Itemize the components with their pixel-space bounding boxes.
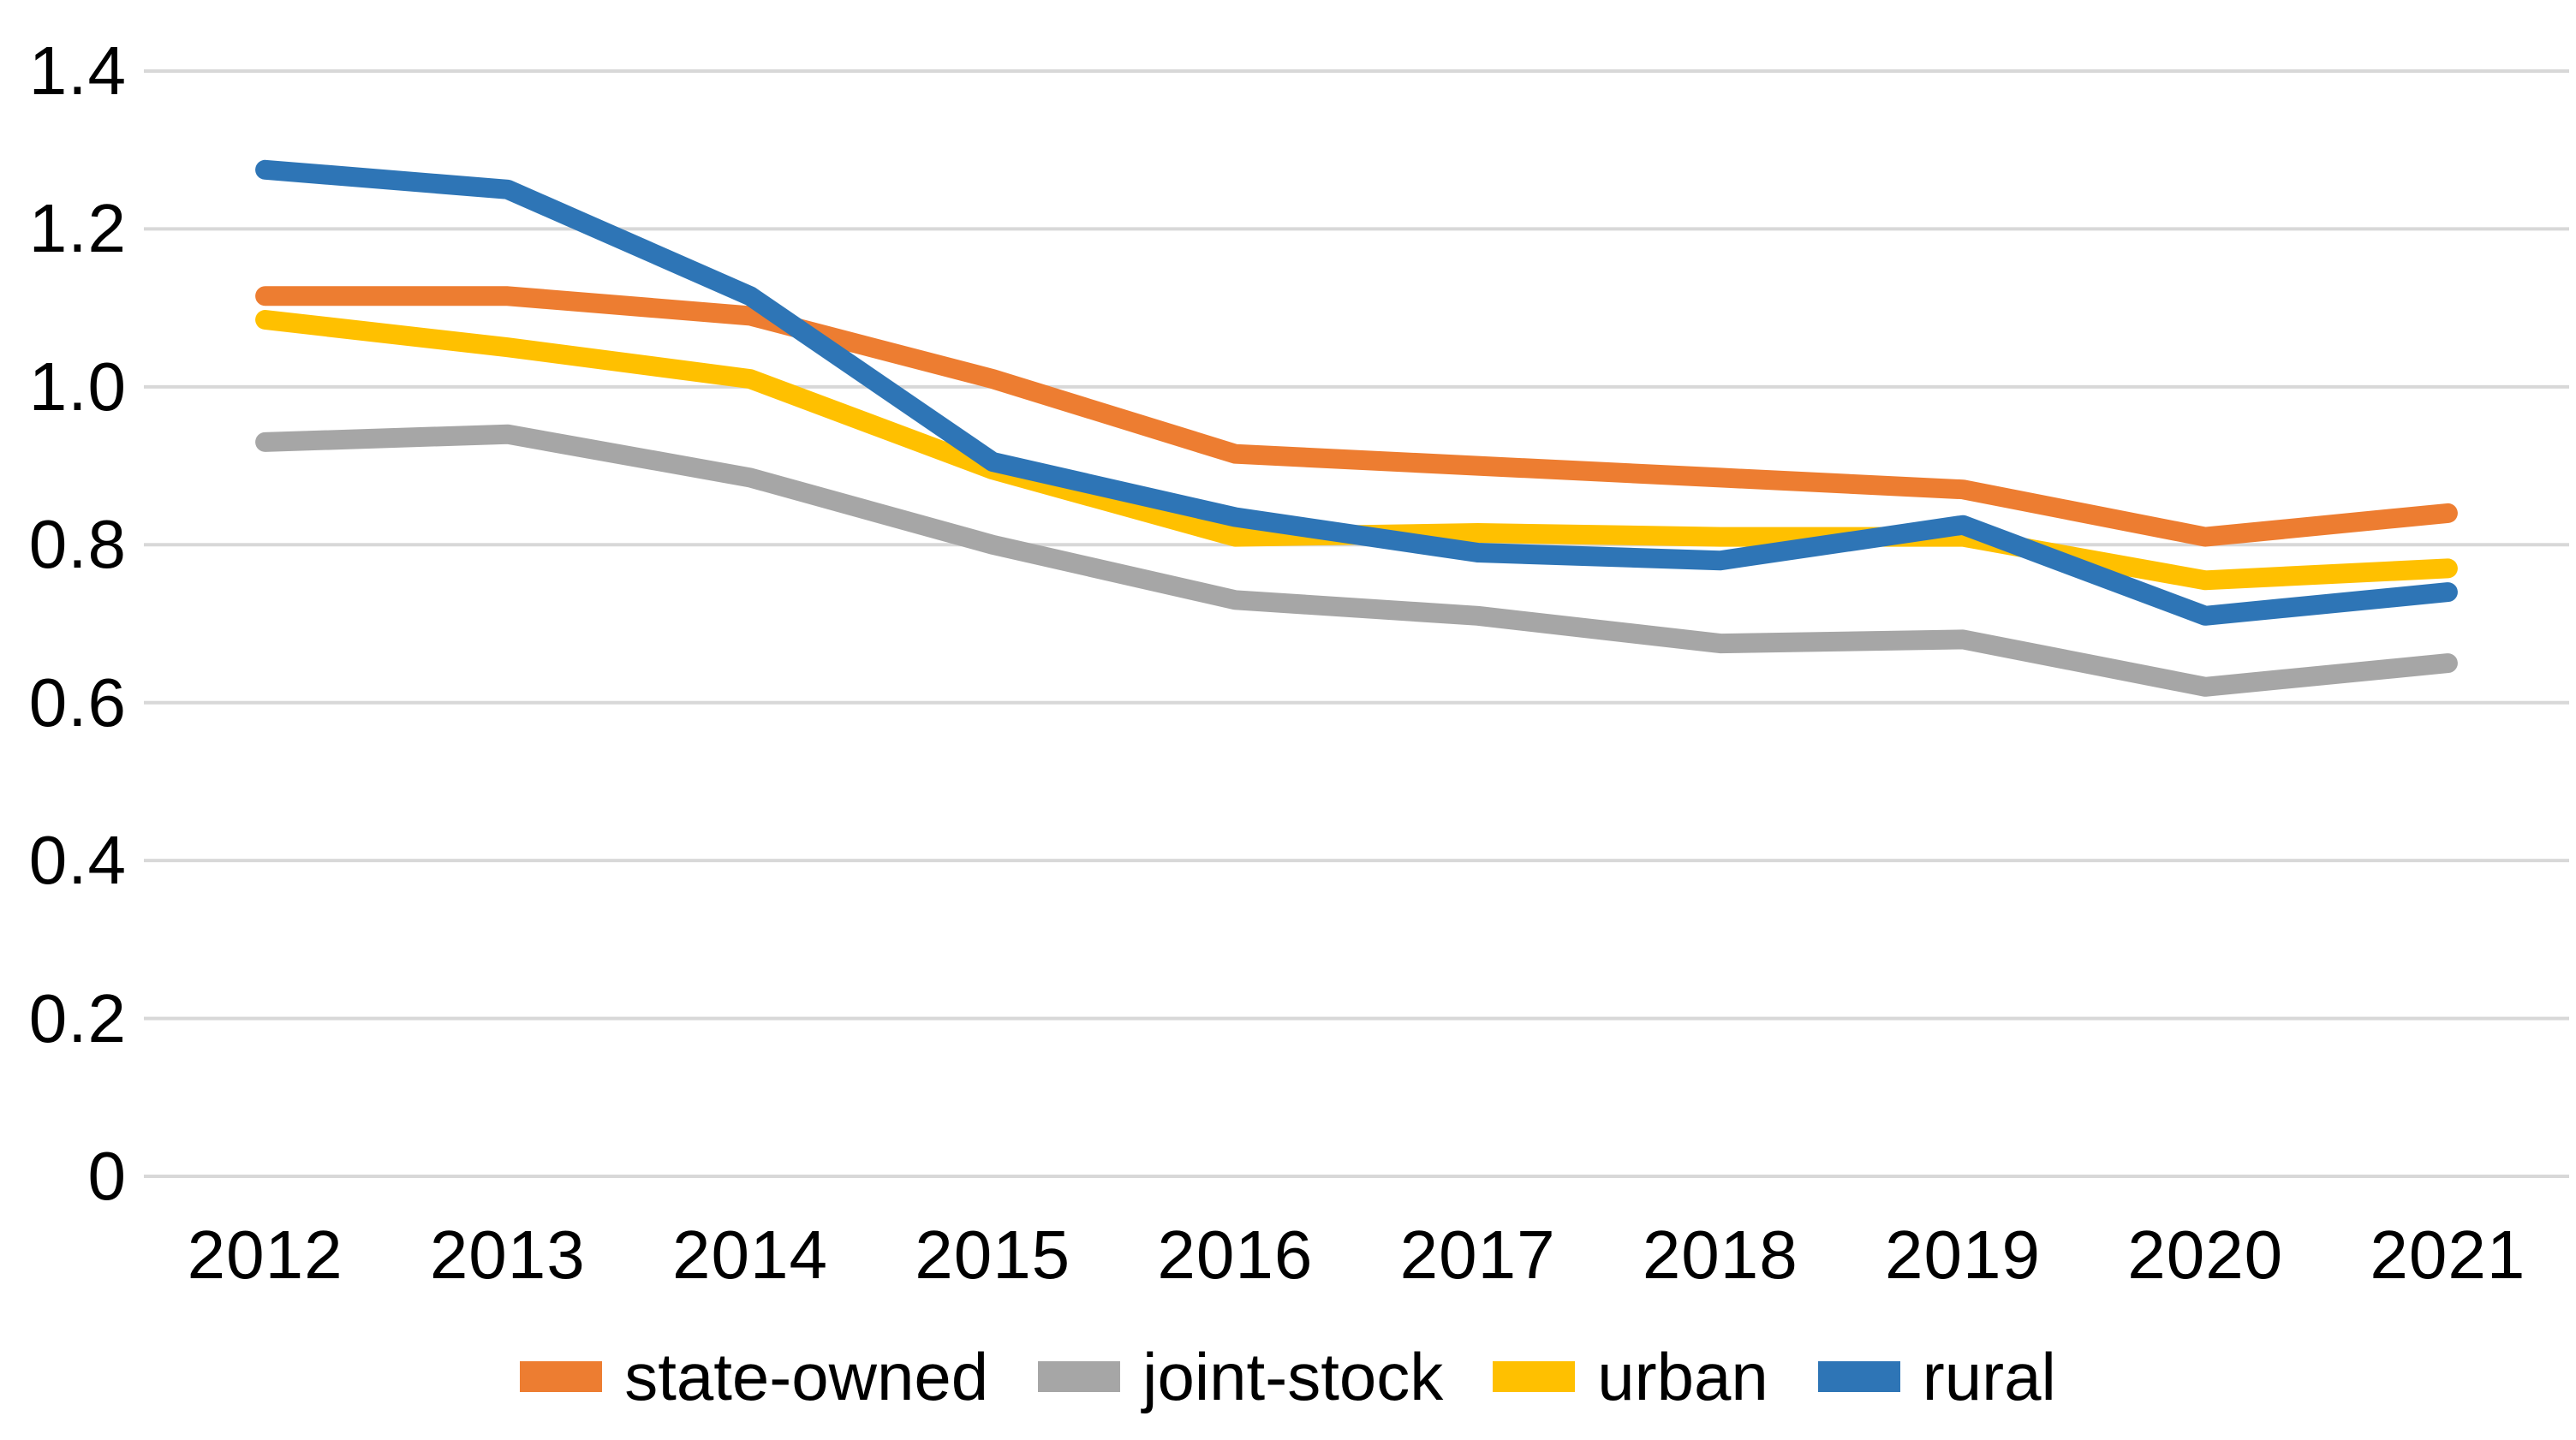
x-tick-label: 2021 <box>2370 1217 2526 1293</box>
x-tick-label: 2015 <box>915 1217 1071 1293</box>
legend-label-rural: rural <box>1922 1339 2056 1414</box>
x-tick-label: 2013 <box>429 1217 586 1293</box>
y-tick-label: 0.8 <box>28 506 127 583</box>
legend-swatch-rural <box>1817 1361 1900 1392</box>
legend-swatch-state-owned <box>520 1361 603 1392</box>
x-tick-label: 2017 <box>1399 1217 1556 1293</box>
x-tick-label: 2016 <box>1157 1217 1314 1293</box>
y-tick-label: 0.6 <box>28 663 127 741</box>
y-tick-label: 0.2 <box>28 979 127 1056</box>
legend-label-joint-stock: joint-stock <box>1142 1339 1444 1414</box>
x-tick-label: 2014 <box>672 1217 828 1293</box>
x-tick-label: 2018 <box>1642 1217 1798 1293</box>
x-tick-label: 2019 <box>1885 1217 2041 1293</box>
legend-item-rural: rural <box>1817 1337 2056 1416</box>
x-tick-label: 2012 <box>187 1217 343 1293</box>
chart-legend: state-owned joint-stock urban rural <box>0 1337 2576 1416</box>
legend-item-urban: urban <box>1493 1337 1768 1416</box>
y-tick-label: 1.0 <box>28 348 127 425</box>
series-line-rural <box>255 159 2458 626</box>
y-tick-label: 0.4 <box>28 822 127 899</box>
legend-item-joint-stock: joint-stock <box>1038 1337 1443 1416</box>
legend-label-state-owned: state-owned <box>624 1339 989 1414</box>
y-tick-label: 1.2 <box>28 190 127 267</box>
legend-label-urban: urban <box>1597 1339 1768 1414</box>
series-line-state-owned <box>255 286 2458 547</box>
y-tick-label: 1.4 <box>28 33 127 109</box>
y-tick-label: 0 <box>87 1138 127 1214</box>
legend-swatch-urban <box>1493 1361 1576 1392</box>
legend-swatch-joint-stock <box>1038 1361 1121 1392</box>
series-line-joint-stock <box>255 424 2458 697</box>
x-tick-label: 2020 <box>2127 1217 2284 1293</box>
legend-item-state-owned: state-owned <box>520 1337 988 1416</box>
